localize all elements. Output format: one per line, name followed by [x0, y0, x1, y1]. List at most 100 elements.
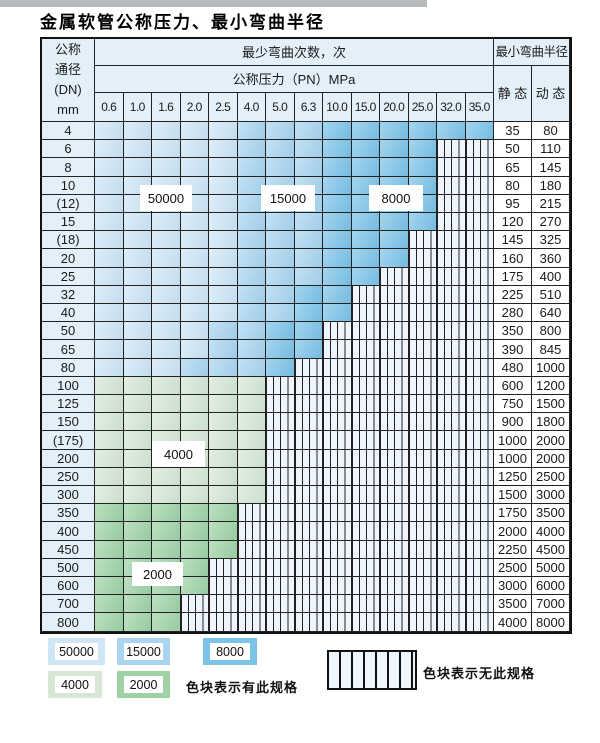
zone-cell: [123, 140, 152, 159]
zone-cell: [294, 558, 323, 578]
zone-cell: [437, 558, 466, 578]
zone-cell: [437, 376, 466, 396]
zone-cell: [465, 613, 494, 632]
zone-label-50000: 50000: [140, 185, 192, 211]
zone-cell: [237, 358, 266, 377]
zone-cell: [294, 140, 323, 159]
dynamic-radius-cell: 325: [532, 231, 570, 250]
zone-cell: [351, 140, 380, 159]
zone-cell: [323, 140, 352, 159]
zone-cell: [152, 395, 181, 414]
zone-cell: [437, 304, 466, 323]
zone-label-2000: 2000: [132, 562, 183, 586]
zone-cell: [209, 176, 238, 195]
dn-cell: (12): [42, 194, 95, 214]
zone-cell: [351, 267, 380, 286]
zone-cell: [152, 213, 181, 232]
dn-cell: 4: [42, 122, 95, 141]
zone-cell: [95, 122, 124, 141]
static-radius-cell: 1000: [494, 431, 532, 450]
zone-cell: [180, 522, 209, 541]
static-radius-cell: 600: [494, 376, 532, 396]
zone-cell: [209, 613, 238, 632]
zone-cell: [123, 504, 152, 523]
dn-cell: (175): [42, 431, 95, 450]
zone-cell: [209, 449, 238, 468]
zone-cell: [123, 431, 152, 450]
static-radius-cell: 50: [494, 140, 532, 159]
zone-cell: [123, 213, 152, 232]
legend-swatch-2000: 2000: [117, 671, 170, 698]
zone-cell: [408, 158, 437, 177]
zone-cell: [266, 304, 295, 323]
zone-cell: [323, 486, 352, 505]
nominal-pressure-header: 公称压力（PN）MPa: [95, 66, 494, 93]
zone-cell: [266, 231, 295, 250]
zone-cell: [294, 358, 323, 377]
zone-cell: [266, 540, 295, 559]
zone-cell: [323, 304, 352, 323]
zone-cell: [209, 486, 238, 505]
zone-cell: [294, 431, 323, 450]
static-radius-cell: 900: [494, 413, 532, 432]
dn-cell: 600: [42, 577, 95, 596]
zone-cell: [209, 285, 238, 305]
zone-cell: [209, 522, 238, 541]
zone-cell: [95, 522, 124, 541]
zone-cell: [294, 504, 323, 523]
zone-cell: [437, 413, 466, 432]
dn-cell: 10: [42, 176, 95, 195]
static-radius-cell: 3500: [494, 595, 532, 614]
pressure-header-cell: 1.6: [152, 93, 181, 122]
zone-cell: [323, 122, 352, 141]
zone-cell: [95, 213, 124, 232]
zone-cell: [152, 595, 181, 614]
legend-has-spec-text: 色块表示有此规格: [186, 680, 299, 695]
pressure-bend-table: 公称 通径 (DN) mm 最少弯曲次数，次 最小弯曲半径 公称压力（PN）MP…: [40, 37, 572, 634]
dynamic-radius-cell: 3000: [532, 486, 570, 505]
pressure-header-cell: 2.0: [180, 93, 209, 122]
zone-cell: [95, 595, 124, 614]
legend-no-spec-text: 色块表示无此规格: [423, 666, 536, 681]
zone-cell: [351, 249, 380, 268]
zone-cell: [180, 504, 209, 523]
zone-cell: [237, 194, 266, 214]
zone-cell: [95, 413, 124, 432]
zone-cell: [95, 358, 124, 377]
dynamic-radius-cell: 360: [532, 249, 570, 268]
dynamic-radius-cell: 1000: [532, 358, 570, 377]
zone-cell: [465, 376, 494, 396]
zone-cell: [209, 231, 238, 250]
zone-cell: [209, 213, 238, 232]
pressure-header-cell: 2.5: [209, 93, 238, 122]
zone-cell: [180, 249, 209, 268]
zone-cell: [294, 285, 323, 305]
zone-cell: [209, 340, 238, 359]
zone-cell: [123, 376, 152, 396]
dynamic-radius-cell: 2500: [532, 467, 570, 487]
static-radius-cell: 35: [494, 122, 532, 141]
zone-cell: [95, 304, 124, 323]
zone-cell: [95, 395, 124, 414]
static-radius-cell: 2500: [494, 558, 532, 578]
zone-cell: [408, 595, 437, 614]
zone-cell: [323, 267, 352, 286]
legend-swatch-15000: 15000: [117, 638, 170, 665]
static-radius-cell: 480: [494, 358, 532, 377]
zone-cell: [437, 122, 466, 141]
static-radius-cell: 750: [494, 395, 532, 414]
zone-cell: [465, 140, 494, 159]
dynamic-radius-cell: 1800: [532, 413, 570, 432]
zone-cell: [266, 431, 295, 450]
zone-cell: [152, 249, 181, 268]
zone-cell: [465, 522, 494, 541]
zone-cell: [209, 540, 238, 559]
zone-cell: [465, 431, 494, 450]
zone-cell: [180, 486, 209, 505]
zone-cell: [266, 504, 295, 523]
zone-cell: [95, 504, 124, 523]
zone-cell: [380, 540, 409, 559]
dynamic-radius-cell: 1500: [532, 395, 570, 414]
legend-swatch-50000-label: 50000: [55, 643, 98, 660]
